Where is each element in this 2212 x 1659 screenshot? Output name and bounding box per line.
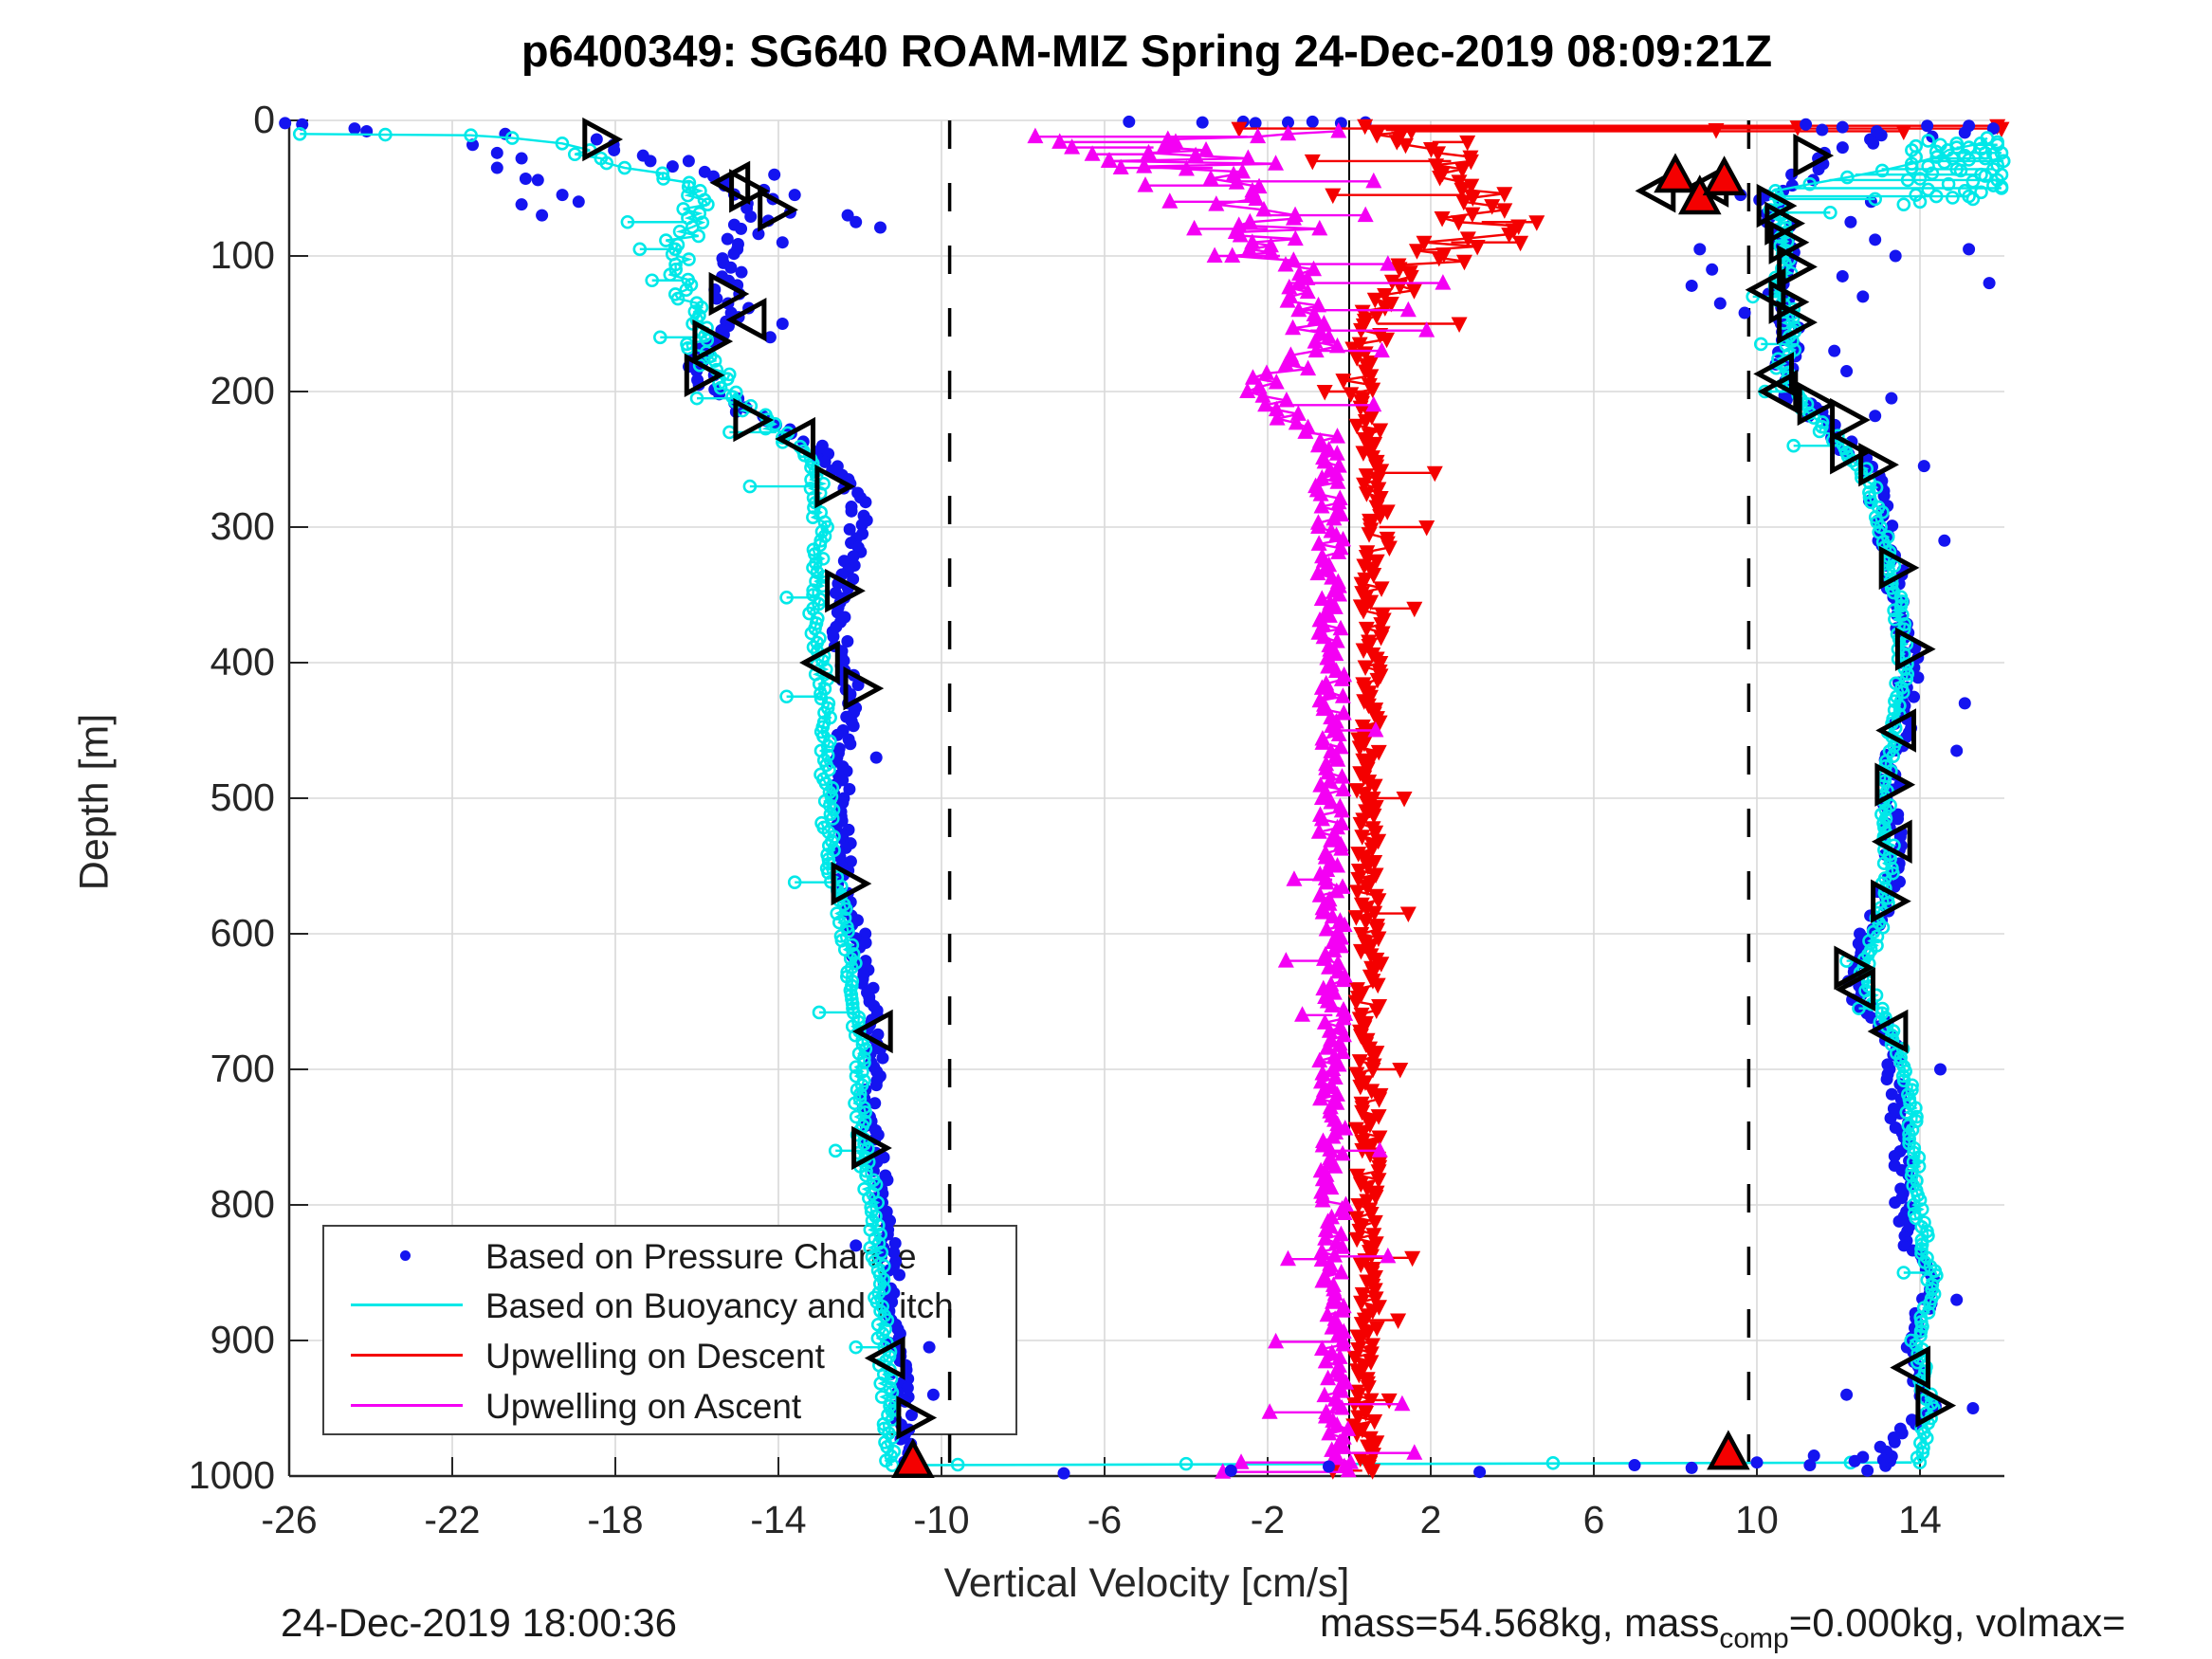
x-tick-label: -14 — [750, 1498, 807, 1541]
x-tick-label: 2 — [1419, 1498, 1442, 1541]
y-tick-label: 700 — [210, 1047, 275, 1090]
magenta-line-marker-icon — [351, 1404, 463, 1407]
x-tick-label: -6 — [1087, 1498, 1123, 1541]
legend-label: Upwelling on Descent — [485, 1337, 825, 1376]
legend-item-upwelling-descent: Upwelling on Descent — [324, 1330, 1015, 1379]
mass-text-subscript: comp — [1719, 1623, 1789, 1654]
legend-item-buoyancy: Based on Buoyancy and Pitch — [324, 1280, 1015, 1329]
y-tick-label: 800 — [210, 1182, 275, 1226]
x-tick-label: 10 — [1735, 1498, 1779, 1541]
x-tick-label: -26 — [261, 1498, 318, 1541]
x-axis-label: Vertical Velocity [cm/s] — [943, 1560, 1350, 1606]
x-tick-label: 14 — [1898, 1498, 1942, 1541]
x-tick-label: -2 — [1250, 1498, 1286, 1541]
y-tick-label: 400 — [210, 640, 275, 684]
legend-item-upwelling-ascent: Upwelling on Ascent — [324, 1380, 1015, 1430]
y-tick-label: 0 — [253, 98, 275, 141]
y-tick-label: 600 — [210, 911, 275, 955]
y-tick-label: 200 — [210, 369, 275, 412]
y-tick-label: 900 — [210, 1318, 275, 1361]
x-tick-label: 6 — [1582, 1498, 1605, 1541]
mass-text-prefix: mass=54.568kg, mass — [1320, 1600, 1720, 1645]
timestamp-text: 24-Dec-2019 18:00:36 — [281, 1600, 677, 1645]
y-tick-label: 100 — [210, 233, 275, 277]
x-tick-label: -18 — [587, 1498, 644, 1541]
legend-label: Based on Pressure Change — [485, 1237, 917, 1276]
y-tick-label: 1000 — [188, 1453, 275, 1497]
mass-text-suffix: =0.000kg, volmax= — [1788, 1600, 2126, 1645]
legend: Based on Pressure Change Based on Buoyan… — [322, 1225, 1017, 1435]
red-line-marker-icon — [351, 1354, 463, 1357]
legend-item-pressure: Based on Pressure Change — [324, 1231, 1015, 1280]
mass-info-text: mass=54.568kg, masscomp=0.000kg, volmax= — [1320, 1600, 2126, 1655]
blue-dot-marker-icon — [400, 1250, 411, 1261]
y-tick-label: 300 — [210, 504, 275, 548]
y-axis-label: Depth [m] — [71, 713, 118, 891]
legend-label: Upwelling on Ascent — [485, 1387, 802, 1426]
legend-label: Based on Buoyancy and Pitch — [485, 1286, 954, 1325]
cyan-line-marker-icon — [351, 1304, 463, 1306]
y-tick-label: 500 — [210, 775, 275, 819]
plot-title: p6400349: SG640 ROAM-MIZ Spring 24-Dec-2… — [521, 26, 1773, 76]
x-tick-label: -10 — [913, 1498, 970, 1541]
x-tick-label: -22 — [424, 1498, 481, 1541]
